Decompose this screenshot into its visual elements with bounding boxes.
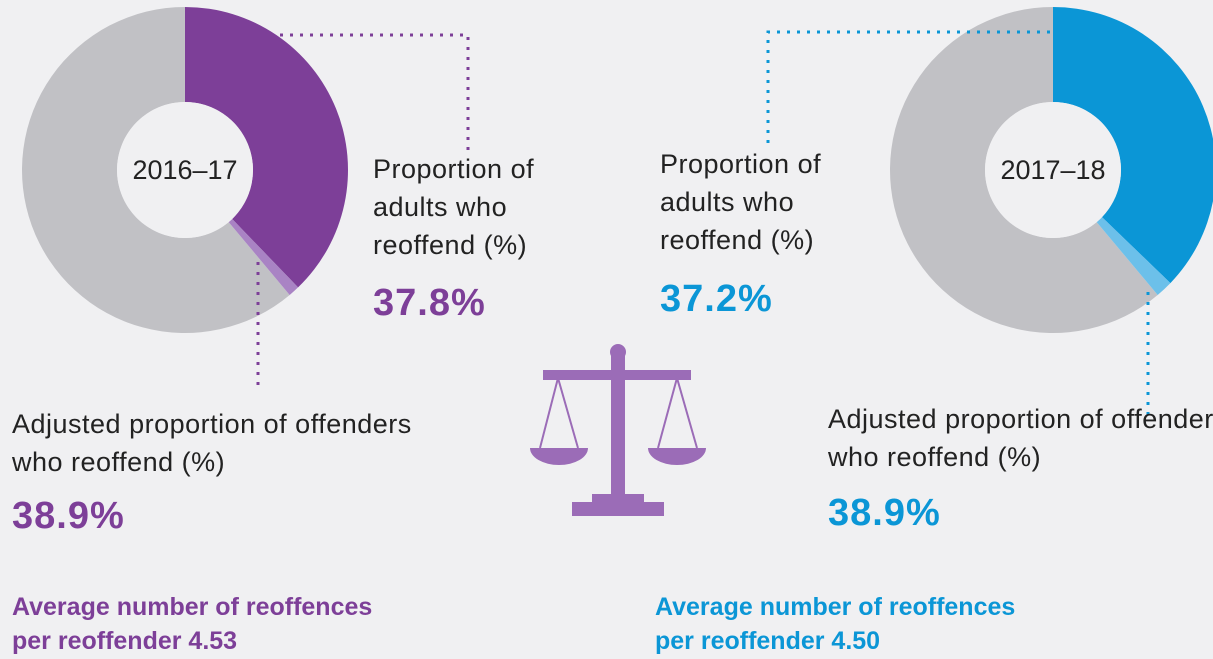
donut-rest <box>22 7 290 333</box>
value-label: 38.9% <box>828 492 941 534</box>
value-label: 37.8% <box>373 282 486 324</box>
donut-hole <box>117 102 253 238</box>
label: Adjusted proportion of offenders who reo… <box>12 409 412 477</box>
footnote: Average number of reoffences per reoffen… <box>12 593 373 655</box>
label: Adjusted proportion of offenders who reo… <box>828 404 1213 472</box>
label: Proportion of adults who reoffend (%) <box>660 149 822 255</box>
label: Proportion of adults who reoffend (%) <box>373 154 535 260</box>
value-label: 37.2% <box>660 278 773 320</box>
donut: 2017–18 <box>890 7 1213 333</box>
center-label: 2016–17 <box>132 155 237 185</box>
donut-segment <box>185 7 348 288</box>
value-label: 38.9% <box>12 495 125 537</box>
donut-segment <box>1053 7 1213 284</box>
center-label: 2017–18 <box>1000 155 1105 185</box>
scales-icon <box>530 344 706 516</box>
donut-adjusted-segment <box>228 218 299 295</box>
donut-hole <box>985 102 1121 238</box>
leader-line <box>766 30 1050 150</box>
donut-rest <box>890 7 1158 333</box>
footnote: Average number of reoffences per reoffen… <box>655 593 1016 655</box>
donut: 2016–17 <box>22 7 348 333</box>
leader-line <box>280 33 470 150</box>
donut-adjusted-segment <box>1096 217 1171 295</box>
